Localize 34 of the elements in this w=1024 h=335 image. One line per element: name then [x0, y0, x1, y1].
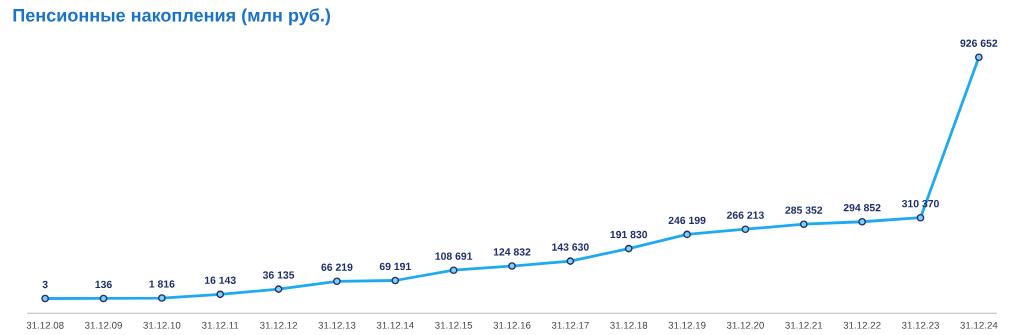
x-tick-label: 31.12.15	[435, 321, 473, 329]
data-label: 3	[42, 280, 48, 289]
data-label: 266 213	[726, 211, 764, 219]
data-label: 66 219	[321, 263, 353, 271]
x-tick-label: 31.12.24	[960, 321, 998, 329]
x-tick-label: 31.12.13	[318, 321, 356, 329]
data-label: 191 830	[610, 230, 648, 239]
x-tick-label: 31.12.22	[843, 321, 881, 329]
data-label: 16 143	[204, 276, 236, 284]
data-label: 69 191	[379, 262, 411, 271]
x-tick-label: 31.12.19	[668, 321, 706, 329]
data-label: 143 630	[552, 243, 589, 251]
data-label: 136	[95, 280, 112, 289]
data-label: 285 352	[785, 206, 823, 214]
x-tick-label: 31.12.16	[493, 321, 531, 329]
x-tick-label: 31.12.17	[551, 321, 589, 329]
data-label: 926 652	[960, 39, 998, 47]
x-tick-label: 31.12.10	[143, 321, 181, 329]
data-label: 108 691	[435, 252, 473, 260]
data-label: 1 816	[149, 280, 175, 288]
x-tick-label: 31.12.23	[901, 321, 939, 329]
data-label: 294 852	[843, 203, 881, 212]
data-label: 124 832	[493, 248, 531, 256]
x-tick-label: 31.12.20	[726, 321, 764, 329]
data-label: 246 199	[668, 216, 706, 225]
x-tick-label: 31.12.18	[610, 321, 648, 329]
x-tick-label: 31.12.09	[84, 321, 122, 329]
chart-title: Пенсионные накопления (млн руб.)	[13, 8, 331, 26]
data-label: 36 135	[262, 271, 295, 279]
x-tick-label: 31.12.12	[260, 321, 298, 329]
x-tick-label: 31.12.11	[202, 321, 239, 329]
x-tick-label: 31.12.08	[26, 321, 64, 329]
x-tick-label: 31.12.14	[376, 321, 414, 329]
x-tick-label: 31.12.21	[785, 321, 823, 329]
